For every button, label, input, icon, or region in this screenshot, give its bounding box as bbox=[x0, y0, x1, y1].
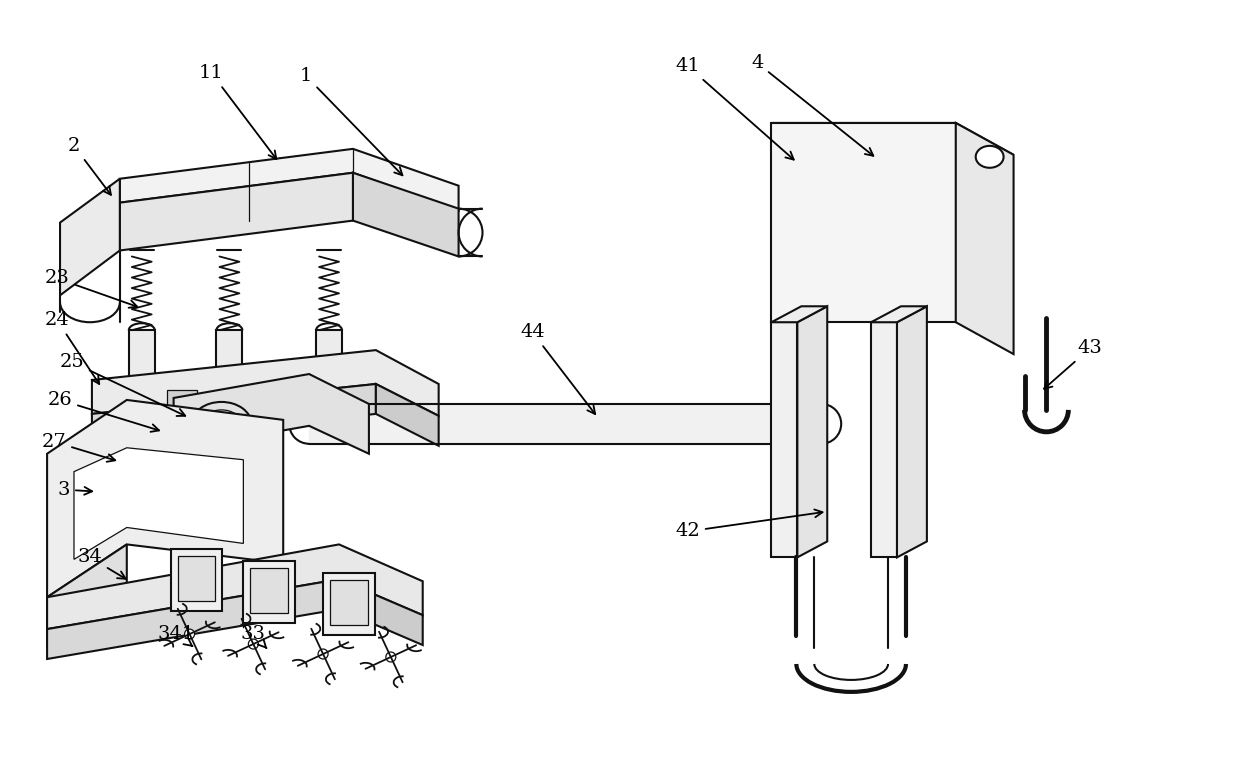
Polygon shape bbox=[47, 400, 283, 597]
Polygon shape bbox=[330, 581, 368, 625]
Polygon shape bbox=[174, 374, 370, 454]
Polygon shape bbox=[797, 306, 827, 558]
Polygon shape bbox=[870, 306, 926, 322]
Ellipse shape bbox=[185, 629, 195, 639]
Text: 41: 41 bbox=[676, 58, 794, 160]
Text: 23: 23 bbox=[45, 269, 138, 308]
Ellipse shape bbox=[976, 146, 1003, 168]
Polygon shape bbox=[120, 173, 353, 251]
Text: 3: 3 bbox=[58, 481, 92, 499]
Text: 11: 11 bbox=[200, 64, 277, 159]
Text: 33: 33 bbox=[241, 625, 267, 648]
Text: 24: 24 bbox=[45, 311, 99, 384]
Polygon shape bbox=[60, 179, 120, 295]
Polygon shape bbox=[771, 123, 1013, 155]
Polygon shape bbox=[120, 149, 459, 211]
Polygon shape bbox=[316, 331, 342, 380]
Text: 2: 2 bbox=[68, 137, 110, 195]
Polygon shape bbox=[250, 568, 288, 613]
Polygon shape bbox=[254, 390, 284, 412]
Polygon shape bbox=[166, 390, 196, 412]
Polygon shape bbox=[171, 549, 222, 611]
Text: 27: 27 bbox=[42, 433, 115, 462]
Polygon shape bbox=[771, 322, 797, 558]
Polygon shape bbox=[129, 331, 155, 380]
Text: 42: 42 bbox=[676, 509, 822, 541]
Polygon shape bbox=[897, 306, 926, 558]
Ellipse shape bbox=[386, 652, 396, 662]
Polygon shape bbox=[771, 306, 827, 322]
Polygon shape bbox=[47, 545, 423, 629]
Text: 25: 25 bbox=[60, 353, 185, 416]
Polygon shape bbox=[870, 322, 897, 558]
Polygon shape bbox=[92, 350, 439, 416]
Polygon shape bbox=[339, 579, 423, 645]
Text: 43: 43 bbox=[1044, 339, 1102, 389]
Text: 44: 44 bbox=[520, 323, 595, 414]
Polygon shape bbox=[956, 123, 1013, 354]
Polygon shape bbox=[324, 573, 374, 635]
Polygon shape bbox=[92, 384, 376, 444]
Text: 26: 26 bbox=[47, 391, 159, 432]
Ellipse shape bbox=[319, 649, 329, 659]
Text: 341: 341 bbox=[157, 625, 195, 646]
Polygon shape bbox=[217, 331, 242, 380]
Ellipse shape bbox=[248, 639, 258, 649]
Polygon shape bbox=[47, 545, 126, 647]
Polygon shape bbox=[47, 579, 339, 659]
Polygon shape bbox=[74, 448, 243, 559]
Polygon shape bbox=[353, 173, 459, 256]
Text: 1: 1 bbox=[300, 67, 403, 176]
Polygon shape bbox=[376, 384, 439, 446]
Polygon shape bbox=[177, 556, 216, 601]
Text: 34: 34 bbox=[77, 548, 125, 579]
Polygon shape bbox=[243, 561, 295, 623]
Polygon shape bbox=[771, 123, 956, 322]
Text: 4: 4 bbox=[751, 54, 873, 156]
